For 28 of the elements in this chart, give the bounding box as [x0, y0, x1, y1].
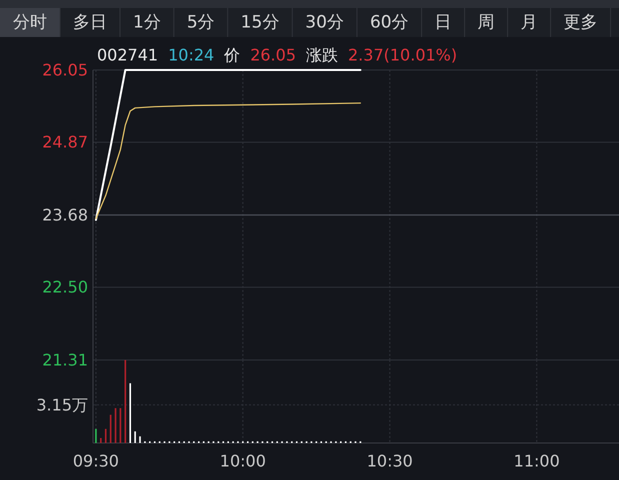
text: 更多: [564, 12, 598, 32]
text: 5分: [186, 12, 215, 32]
text: 30分: [305, 12, 344, 32]
y-tick-label: 21.31: [42, 350, 88, 370]
x-tick-label: 09:30: [72, 452, 119, 470]
text: 60分: [370, 12, 409, 32]
y-tick-label: 22.50: [42, 278, 88, 297]
text: 002741: [97, 46, 158, 64]
text: 周: [478, 12, 495, 32]
y-tick-label: 24.87: [42, 132, 88, 152]
line-series: [95, 102, 362, 220]
x-tick-label: 10:00: [220, 452, 266, 470]
text: 1分: [133, 12, 161, 32]
text: 15分: [240, 12, 280, 32]
text: 月: [520, 12, 538, 32]
text: 日: [434, 12, 452, 32]
x-tick-label: 11:00: [514, 452, 560, 470]
ref-line-label: 3.15万: [36, 395, 88, 414]
text: 价: [223, 46, 240, 64]
y-tick-label: 23.68: [42, 206, 88, 224]
text: 26.05: [250, 46, 296, 64]
y-tick-label: 26.05: [42, 60, 88, 80]
text: 10:24: [168, 46, 214, 64]
text: 分时: [13, 12, 47, 32]
text: 多日: [73, 12, 107, 32]
text: 涨跌: [306, 46, 338, 64]
text: 2.37(10.01%): [348, 46, 458, 64]
x-tick-label: 10:30: [366, 452, 413, 470]
